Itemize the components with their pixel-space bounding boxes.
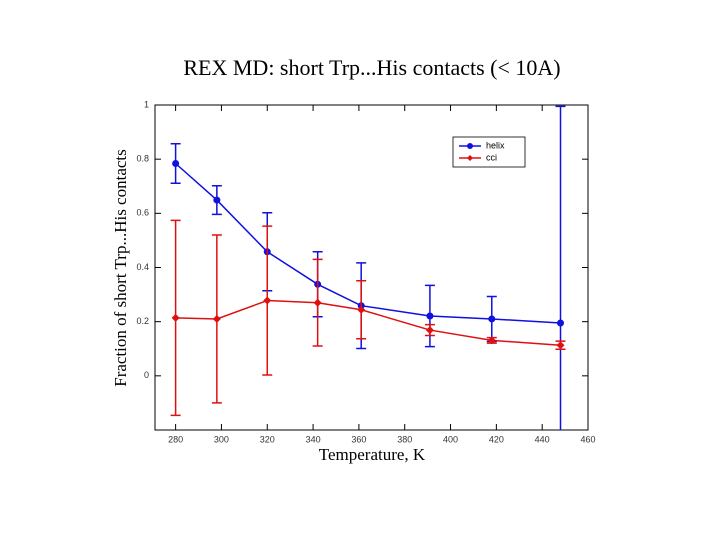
- series-line: [175, 162, 561, 324]
- point: [357, 305, 366, 314]
- point: [213, 196, 221, 204]
- x-tick-label: 460: [580, 434, 595, 444]
- x-tick-label: 380: [397, 434, 412, 444]
- x-tick-label: 420: [489, 434, 504, 444]
- point: [425, 326, 434, 335]
- x-tick-label: 400: [443, 434, 458, 444]
- x-tick-label: 360: [351, 434, 366, 444]
- y-tick-label: 0: [144, 370, 149, 380]
- chart-title: REX MD: short Trp...His contacts (< 10A): [183, 55, 560, 80]
- point: [212, 314, 221, 323]
- point: [171, 313, 180, 322]
- point: [556, 341, 565, 350]
- y-tick-label: 1: [144, 99, 149, 109]
- x-tick-label: 300: [214, 434, 229, 444]
- y-tick-label: 0.4: [136, 262, 149, 272]
- legend-box: [452, 136, 526, 168]
- x-axis-label: Temperature, K: [319, 445, 426, 464]
- x-tick-label: 340: [306, 434, 321, 444]
- x-tick-label: 440: [535, 434, 550, 444]
- point: [487, 336, 496, 345]
- y-tick-label: 0.2: [136, 316, 149, 326]
- y-tick-label: 0.8: [136, 154, 149, 164]
- point: [313, 298, 322, 307]
- legend-label: helix: [486, 140, 505, 150]
- plot-area: [170, 105, 566, 430]
- legend-marker: [467, 143, 473, 149]
- x-tick-label: 280: [168, 434, 183, 444]
- x-tick-label: 320: [260, 434, 275, 444]
- point: [426, 312, 434, 320]
- y-axis-label: Fraction of short Trp...His contacts: [111, 149, 130, 387]
- point: [488, 315, 496, 323]
- point: [557, 319, 565, 327]
- series-line: [175, 299, 561, 346]
- point: [263, 296, 272, 305]
- legend-marker: [467, 155, 473, 161]
- point: [172, 160, 180, 167]
- y-tick-label: 0.6: [136, 208, 149, 218]
- legend-label: cci: [486, 152, 497, 162]
